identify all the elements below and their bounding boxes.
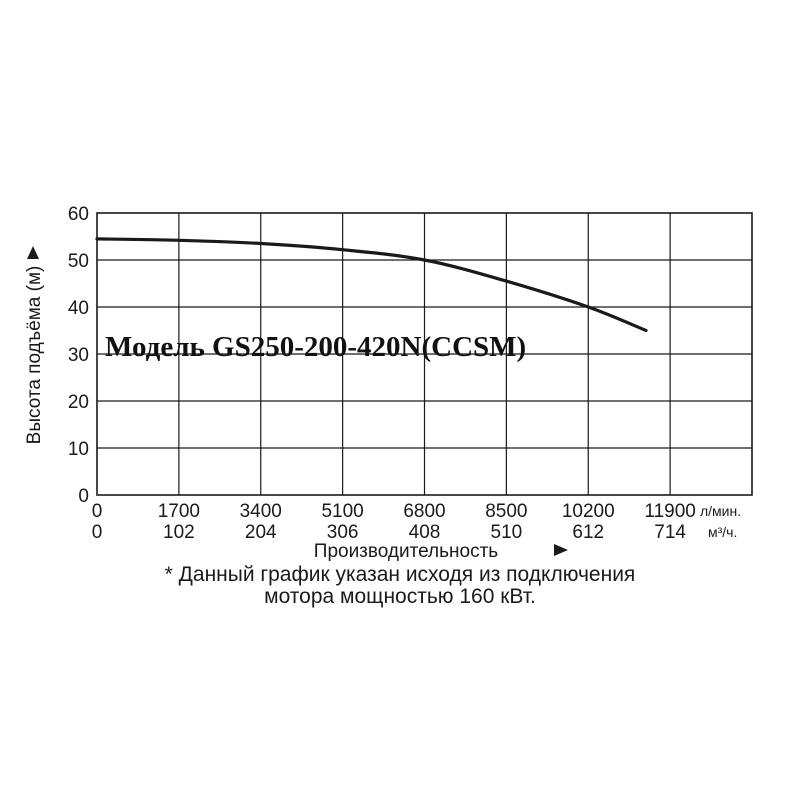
x-tick-label-primary: 0 [92,501,103,522]
x-tick-label-secondary: 0 [92,522,103,543]
y-tick-label: 20 [68,392,89,413]
x-tick-label-primary: 1700 [158,501,200,522]
x-tick-label-primary: 5100 [321,501,363,522]
y-axis-arrow-icon [27,246,39,259]
x-tick-label-secondary: 102 [163,522,195,543]
x-axis-arrow-icon [554,544,568,556]
model-title: Модель GS250-200-420N(CCSM) [105,331,526,363]
x-axis-title: Производительность [314,541,568,562]
pump-curve-series-line [95,237,648,333]
x-tick-label-secondary: 714 [654,522,686,543]
y-axis-title-text: Высота подъёма (м) [24,266,45,445]
y-tick-label: 60 [68,204,89,225]
x-tick-label-secondary: 408 [409,522,441,543]
x-tick-label-primary: 11900 [644,501,695,522]
x-tick-label-primary: 3400 [240,501,282,522]
footnote-line-1: * Данный график указан исходя из подключ… [164,563,636,586]
y-tick-labels: 0 10 20 30 40 50 60 [68,204,89,507]
x-tick-label-secondary: 510 [491,522,523,543]
x-unit-primary: л/мин. [700,503,741,519]
x-tick-label-primary: 8500 [485,501,527,522]
x-unit-secondary: м³/ч. [708,524,737,540]
y-tick-label: 40 [68,298,89,319]
y-tick-label: 0 [78,486,89,507]
x-tick-label-secondary: 306 [327,522,359,543]
y-axis-title: Высота подъёма (м) [24,246,45,444]
x-tick-labels: 0 1700 3400 5100 6800 8500 10200 11900 0 102 204 30… [92,501,696,543]
y-tick-label: 50 [68,251,89,272]
x-axis-title-text: Производительность [314,541,499,562]
x-tick-label-primary: 10200 [562,501,615,522]
x-tick-label-secondary: 612 [572,522,604,543]
x-tick-label-secondary: 204 [245,522,277,543]
curve-layer [95,237,648,333]
x-tick-label-primary: 6800 [403,501,445,522]
y-tick-label: 10 [68,439,89,460]
y-tick-label: 30 [68,345,89,366]
footnote-line-2: мотора мощностью 160 кВт. [264,585,536,608]
